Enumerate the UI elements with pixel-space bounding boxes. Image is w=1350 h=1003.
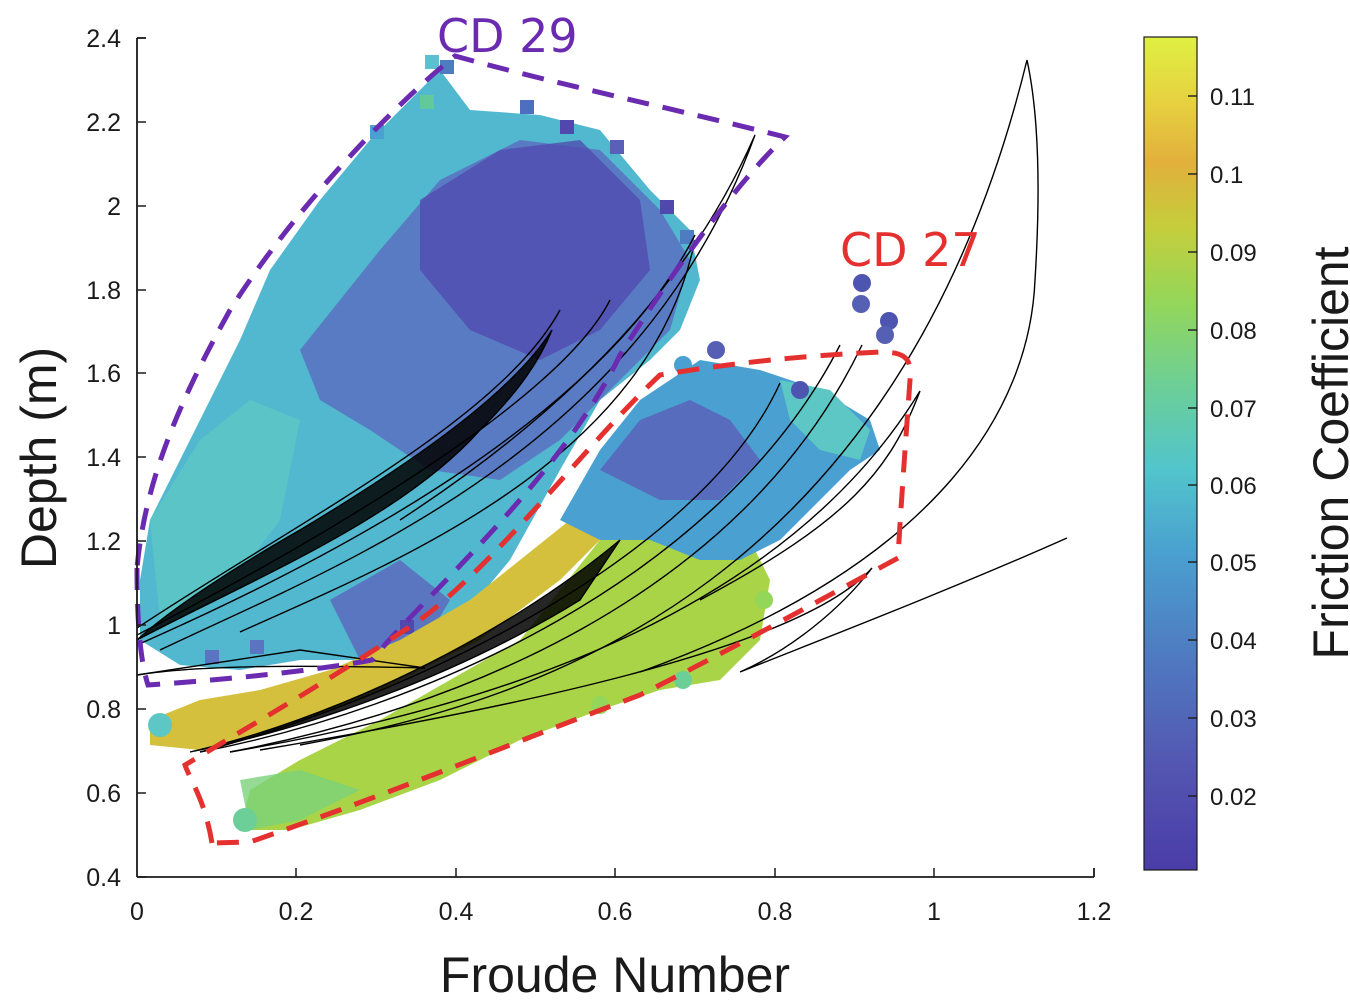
colorbar-tick-label: 0.07 [1210,396,1257,423]
colorbar-tick-label: 0.02 [1210,784,1257,811]
x-axis-title: Froude Number [440,947,790,1003]
y-tick-label: 0.4 [86,864,121,892]
x-tick-label: 0 [130,898,144,926]
y-tick-label: 1.2 [86,528,121,556]
x-tick-label: 0.4 [439,898,474,926]
colorbar-tick-label: 0.04 [1210,628,1257,655]
y-tick-label: 1.6 [86,360,121,388]
colorbar-tick-label: 0.08 [1210,318,1257,345]
y-tick-label: 0.6 [86,780,121,808]
cd29-boundary [134,53,790,688]
y-tick-label: 2 [107,193,121,221]
cd27-boundary [181,349,913,846]
y-tick-label: 2.2 [86,109,121,137]
hysteresis-loops [137,59,1068,753]
y-tick-label: 1.4 [86,444,121,472]
x-tick-label: 0.2 [279,898,314,926]
x-tick-label: 1.2 [1077,898,1112,926]
y-tick-label: 0.8 [86,696,121,724]
colorbar-tick-label: 0.09 [1210,240,1257,267]
colorbar-tick-label: 0.06 [1210,473,1257,500]
colorbar: 0.11 0.1 0.09 0.08 0.07 0.06 0.05 0.04 0… [1143,36,1350,871]
cd29-annotation: CD 29 [437,9,578,63]
x-tick-label: 1 [927,898,941,926]
y-tick-label: 1 [107,612,121,640]
x-ticks [295,868,935,877]
y-tick-labels: 0.4 0.6 0.8 1 1.2 1.4 1.6 1.8 2 2.2 2.4 [86,25,121,892]
colorbar-tick-label: 0.1 [1210,162,1243,189]
colorbar-title: Friction Coefficient [1303,246,1350,659]
colorbar-tick-label: 0.03 [1210,706,1257,733]
y-axis-title: Depth (m) [11,347,67,569]
colorbar-tick-label: 0.11 [1210,84,1255,111]
cd29-squares [140,55,700,670]
y-ticks [137,121,146,878]
y-tick-label: 1.8 [86,277,121,305]
x-tick-labels: 0 0.2 0.4 0.6 0.8 1 1.2 [130,898,1111,926]
x-tick-label: 0.6 [598,898,633,926]
colorbar-tick-label: 0.05 [1210,550,1257,577]
cd27-annotation: CD 27 [840,223,981,277]
x-tick-label: 0.8 [758,898,793,926]
y-tick-label: 2.4 [86,25,121,53]
